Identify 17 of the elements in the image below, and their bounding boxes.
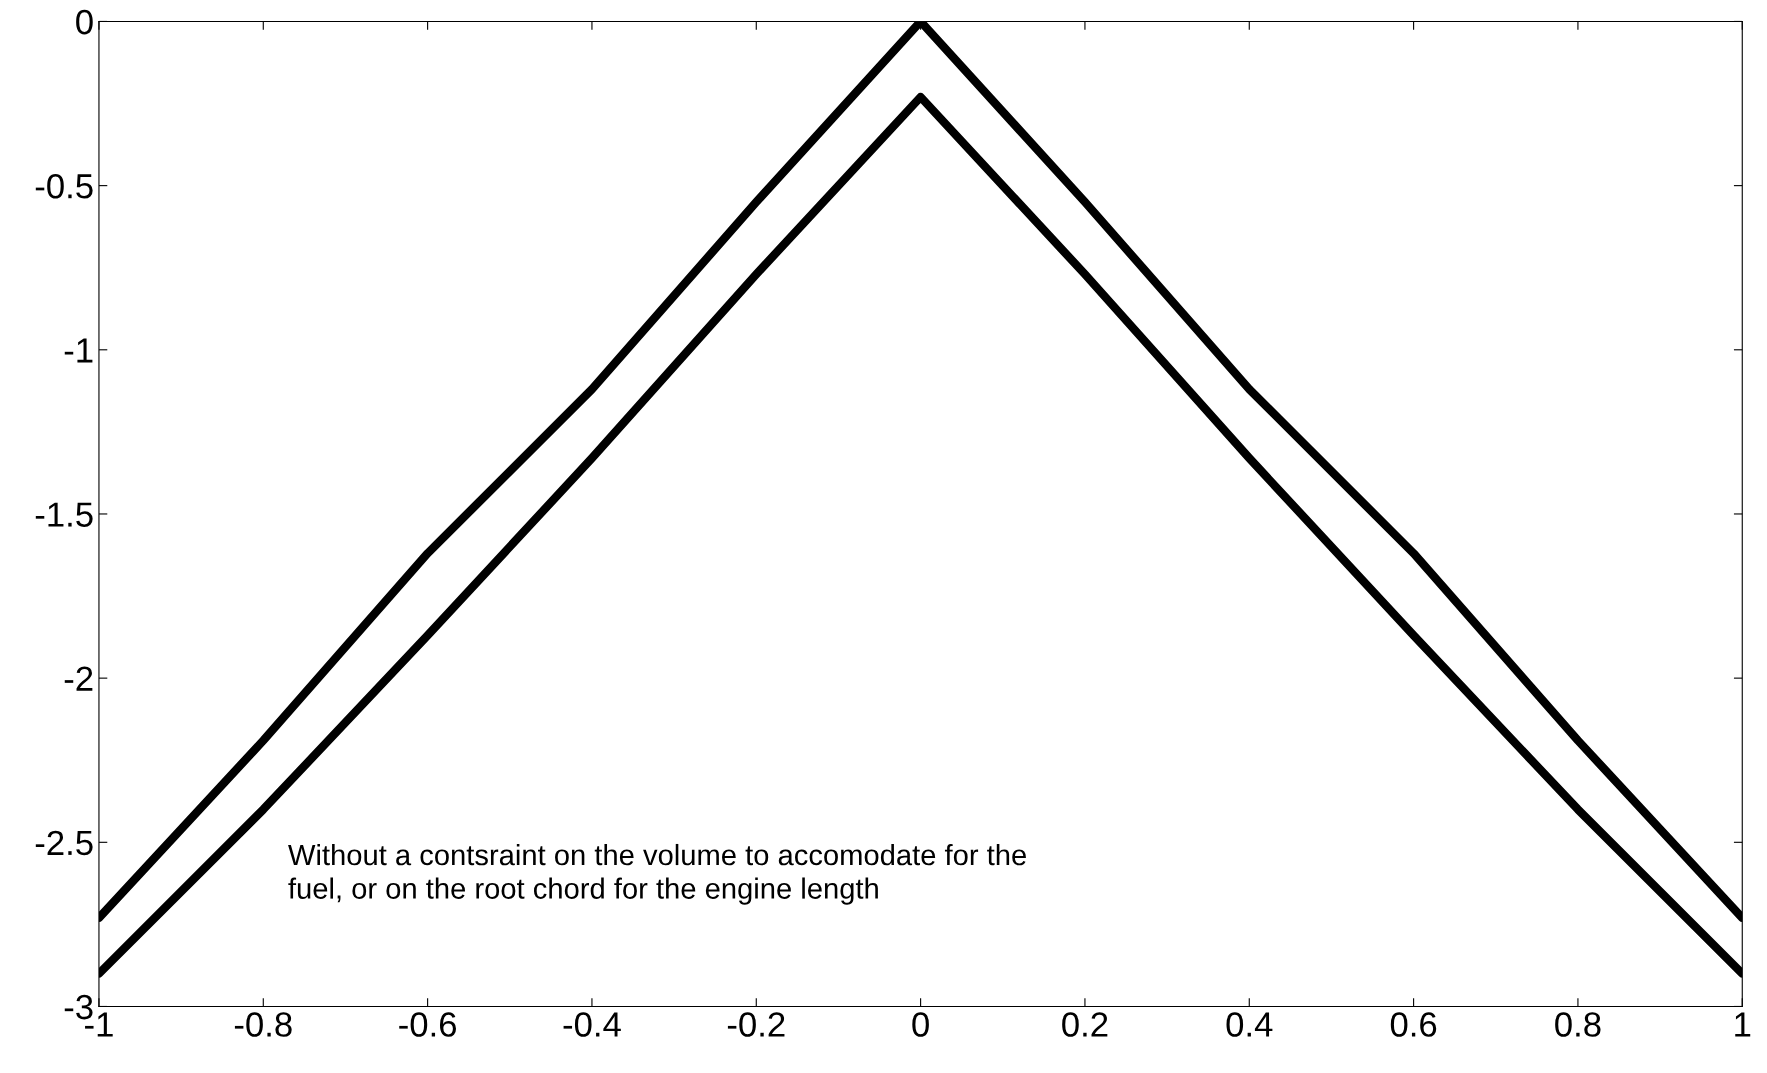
y-tick-label: -1.5 xyxy=(35,502,93,527)
y-tick-label: -2.5 xyxy=(35,830,93,856)
y-tick-label: -2 xyxy=(64,666,93,691)
x-tick-label: 1 xyxy=(1735,1012,1751,1037)
x-tick-label: -0.2 xyxy=(727,1012,785,1037)
x-tick-label: -0.6 xyxy=(399,1012,457,1037)
x-tick-label: 0.4 xyxy=(1226,1012,1273,1037)
x-tick-label: 0 xyxy=(912,1012,929,1037)
x-tick-label: 0.8 xyxy=(1555,1012,1601,1037)
x-tick-label: -0.8 xyxy=(234,1012,292,1037)
y-tick-label: 0 xyxy=(76,9,93,35)
y-tick-label: -1 xyxy=(64,338,93,363)
x-tick-label: 0.6 xyxy=(1390,1012,1437,1037)
annotation: Without a contsraint on the volume to accomodate for the fuel, or on the root chord for the engine length xyxy=(288,843,1026,905)
x-tick-label: 0.2 xyxy=(1062,1012,1108,1037)
y-tick-label: -0.5 xyxy=(35,173,93,199)
x-tick-label: -0.4 xyxy=(563,1012,621,1037)
